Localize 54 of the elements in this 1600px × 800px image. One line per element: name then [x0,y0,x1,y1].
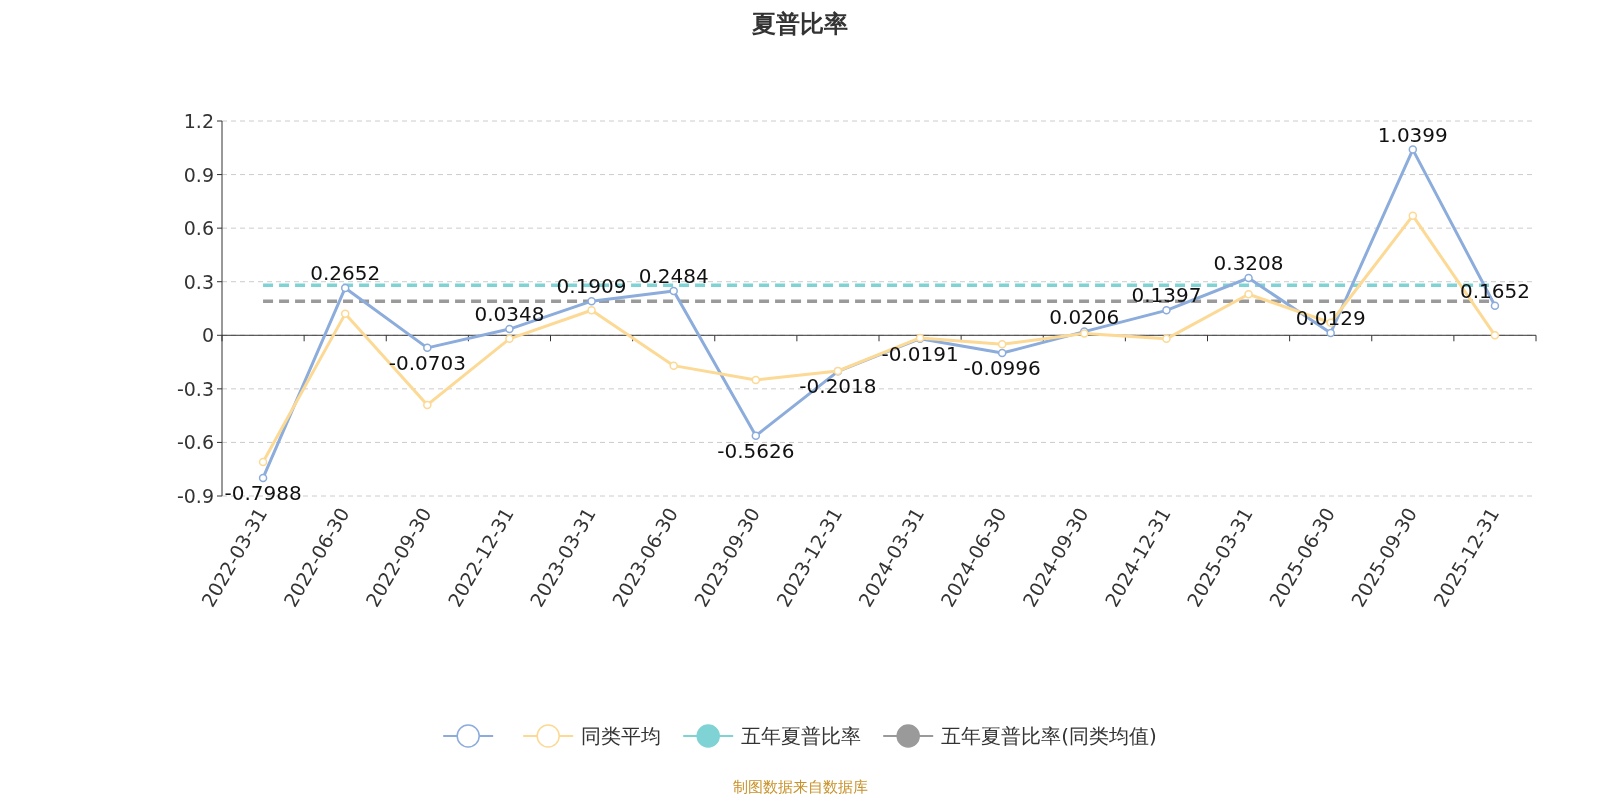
point [1490,331,1500,340]
point [751,431,761,440]
point [505,324,514,334]
point [1244,289,1253,299]
point [423,343,432,353]
point [258,457,268,467]
data-label: -0.2018 [799,374,877,399]
data-label: -0.0996 [963,356,1041,381]
data-label: 0.0129 [1295,305,1366,330]
point [1326,328,1335,338]
point [505,334,514,344]
point [1162,306,1171,315]
y-tick-label: 0.9 [183,163,214,186]
legend-label: 同类平均 [581,724,662,748]
data-label: 0.3208 [1213,251,1284,275]
legend-label: 五年夏普比率(同类均值) [941,724,1157,748]
data-label: 0.0348 [474,302,545,327]
data-label: 0.0206 [1049,304,1120,329]
data-label: 0.2484 [638,263,709,288]
data-label: -0.0703 [388,350,466,375]
data-label: 0.2652 [310,260,381,285]
point [1162,334,1171,344]
chart-title: 夏普比率 [751,10,848,38]
y-tick-label: 0.3 [183,270,214,293]
point [1490,301,1500,311]
y-tick-label: -0.3 [176,377,214,400]
point [587,306,596,315]
data-label: 1.0399 [1377,122,1448,147]
y-tick-label: 1.2 [183,110,214,132]
data-label: -0.0191 [881,341,959,366]
legend-label: 五年夏普比率 [741,724,862,748]
y-tick-label: 0.6 [183,217,214,240]
point [997,339,1007,349]
point [669,361,678,370]
point [669,286,678,296]
point [423,400,432,410]
point [1244,273,1253,283]
point [340,283,350,293]
point [751,375,761,385]
point [258,473,268,483]
point [340,309,350,319]
data-label: 0.1909 [556,274,627,299]
text: 制图数据来自数据库 [732,778,868,796]
point [587,296,596,306]
y-tick-label: 0 [201,324,214,347]
data-label: -0.5626 [717,438,795,463]
y-tick-label: -0.6 [176,431,214,454]
point [997,348,1007,358]
y-tick-label: -0.9 [176,485,214,507]
data-label: -0.7988 [224,480,302,505]
data-label: 0.1652 [1459,278,1530,303]
data-label: 0.1397 [1131,283,1202,308]
point [1408,145,1418,154]
point [1408,211,1418,220]
